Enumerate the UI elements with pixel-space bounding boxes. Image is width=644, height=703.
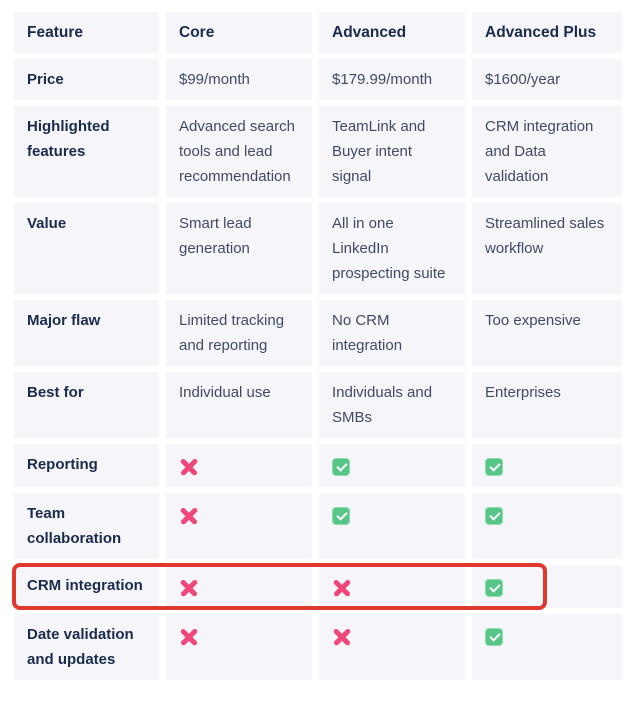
header-cell-advanced: Advanced — [319, 12, 465, 53]
comparison-table: Feature Core Advanced Advanced Plus Pric… — [14, 12, 622, 680]
value-cell: Individual use — [166, 372, 312, 438]
value-cell: $179.99/month — [319, 59, 465, 100]
icon-cell — [166, 614, 312, 680]
value-cell: CRM integration and Data validation — [472, 106, 622, 197]
feature-cell-reporting: Reporting — [14, 444, 159, 487]
icon-cell — [319, 444, 465, 487]
icon-cell — [319, 614, 465, 680]
header-cell-core: Core — [166, 12, 312, 53]
check-icon — [485, 507, 503, 526]
feature-cell-best-for: Best for — [14, 372, 159, 438]
value-cell: Enterprises — [472, 372, 622, 438]
header-cell-feature: Feature — [14, 12, 159, 53]
feature-cell-major-flaw: Major flaw — [14, 300, 159, 366]
icon-cell — [472, 493, 622, 559]
feature-cell-value: Value — [14, 203, 159, 294]
value-cell: Too expensive — [472, 300, 622, 366]
check-icon — [332, 507, 350, 526]
feature-cell-date-validation: Date validation and updates — [14, 614, 159, 680]
icon-cell — [472, 444, 622, 487]
value-cell: All in one LinkedIn prospecting suite — [319, 203, 465, 294]
check-icon — [332, 458, 350, 477]
check-icon — [485, 579, 503, 598]
feature-cell-team-collaboration: Team collaboration — [14, 493, 159, 559]
feature-cell-highlighted-features: Highlighted features — [14, 106, 159, 197]
cross-icon — [179, 578, 199, 598]
icon-cell — [319, 493, 465, 559]
value-cell: $99/month — [166, 59, 312, 100]
value-cell: Smart lead generation — [166, 203, 312, 294]
value-cell: No CRM integration — [319, 300, 465, 366]
check-icon — [485, 458, 503, 477]
icon-cell — [472, 565, 622, 608]
value-cell: $1600/year — [472, 59, 622, 100]
icon-cell — [319, 565, 465, 608]
feature-cell-crm-integration: CRM integration — [14, 565, 159, 608]
icon-cell — [166, 565, 312, 608]
value-cell: Individuals and SMBs — [319, 372, 465, 438]
value-cell: TeamLink and Buyer intent signal — [319, 106, 465, 197]
feature-cell-price: Price — [14, 59, 159, 100]
value-cell: Limited tracking and reporting — [166, 300, 312, 366]
value-cell: Advanced search tools and lead recommend… — [166, 106, 312, 197]
header-cell-advanced-plus: Advanced Plus — [472, 12, 622, 53]
cross-icon — [179, 506, 199, 526]
check-icon — [485, 628, 503, 647]
value-cell: Streamlined sales workflow — [472, 203, 622, 294]
cross-icon — [332, 578, 352, 598]
cross-icon — [179, 627, 199, 647]
icon-cell — [472, 614, 622, 680]
cross-icon — [179, 457, 199, 477]
cross-icon — [332, 627, 352, 647]
icon-cell — [166, 444, 312, 487]
icon-cell — [166, 493, 312, 559]
